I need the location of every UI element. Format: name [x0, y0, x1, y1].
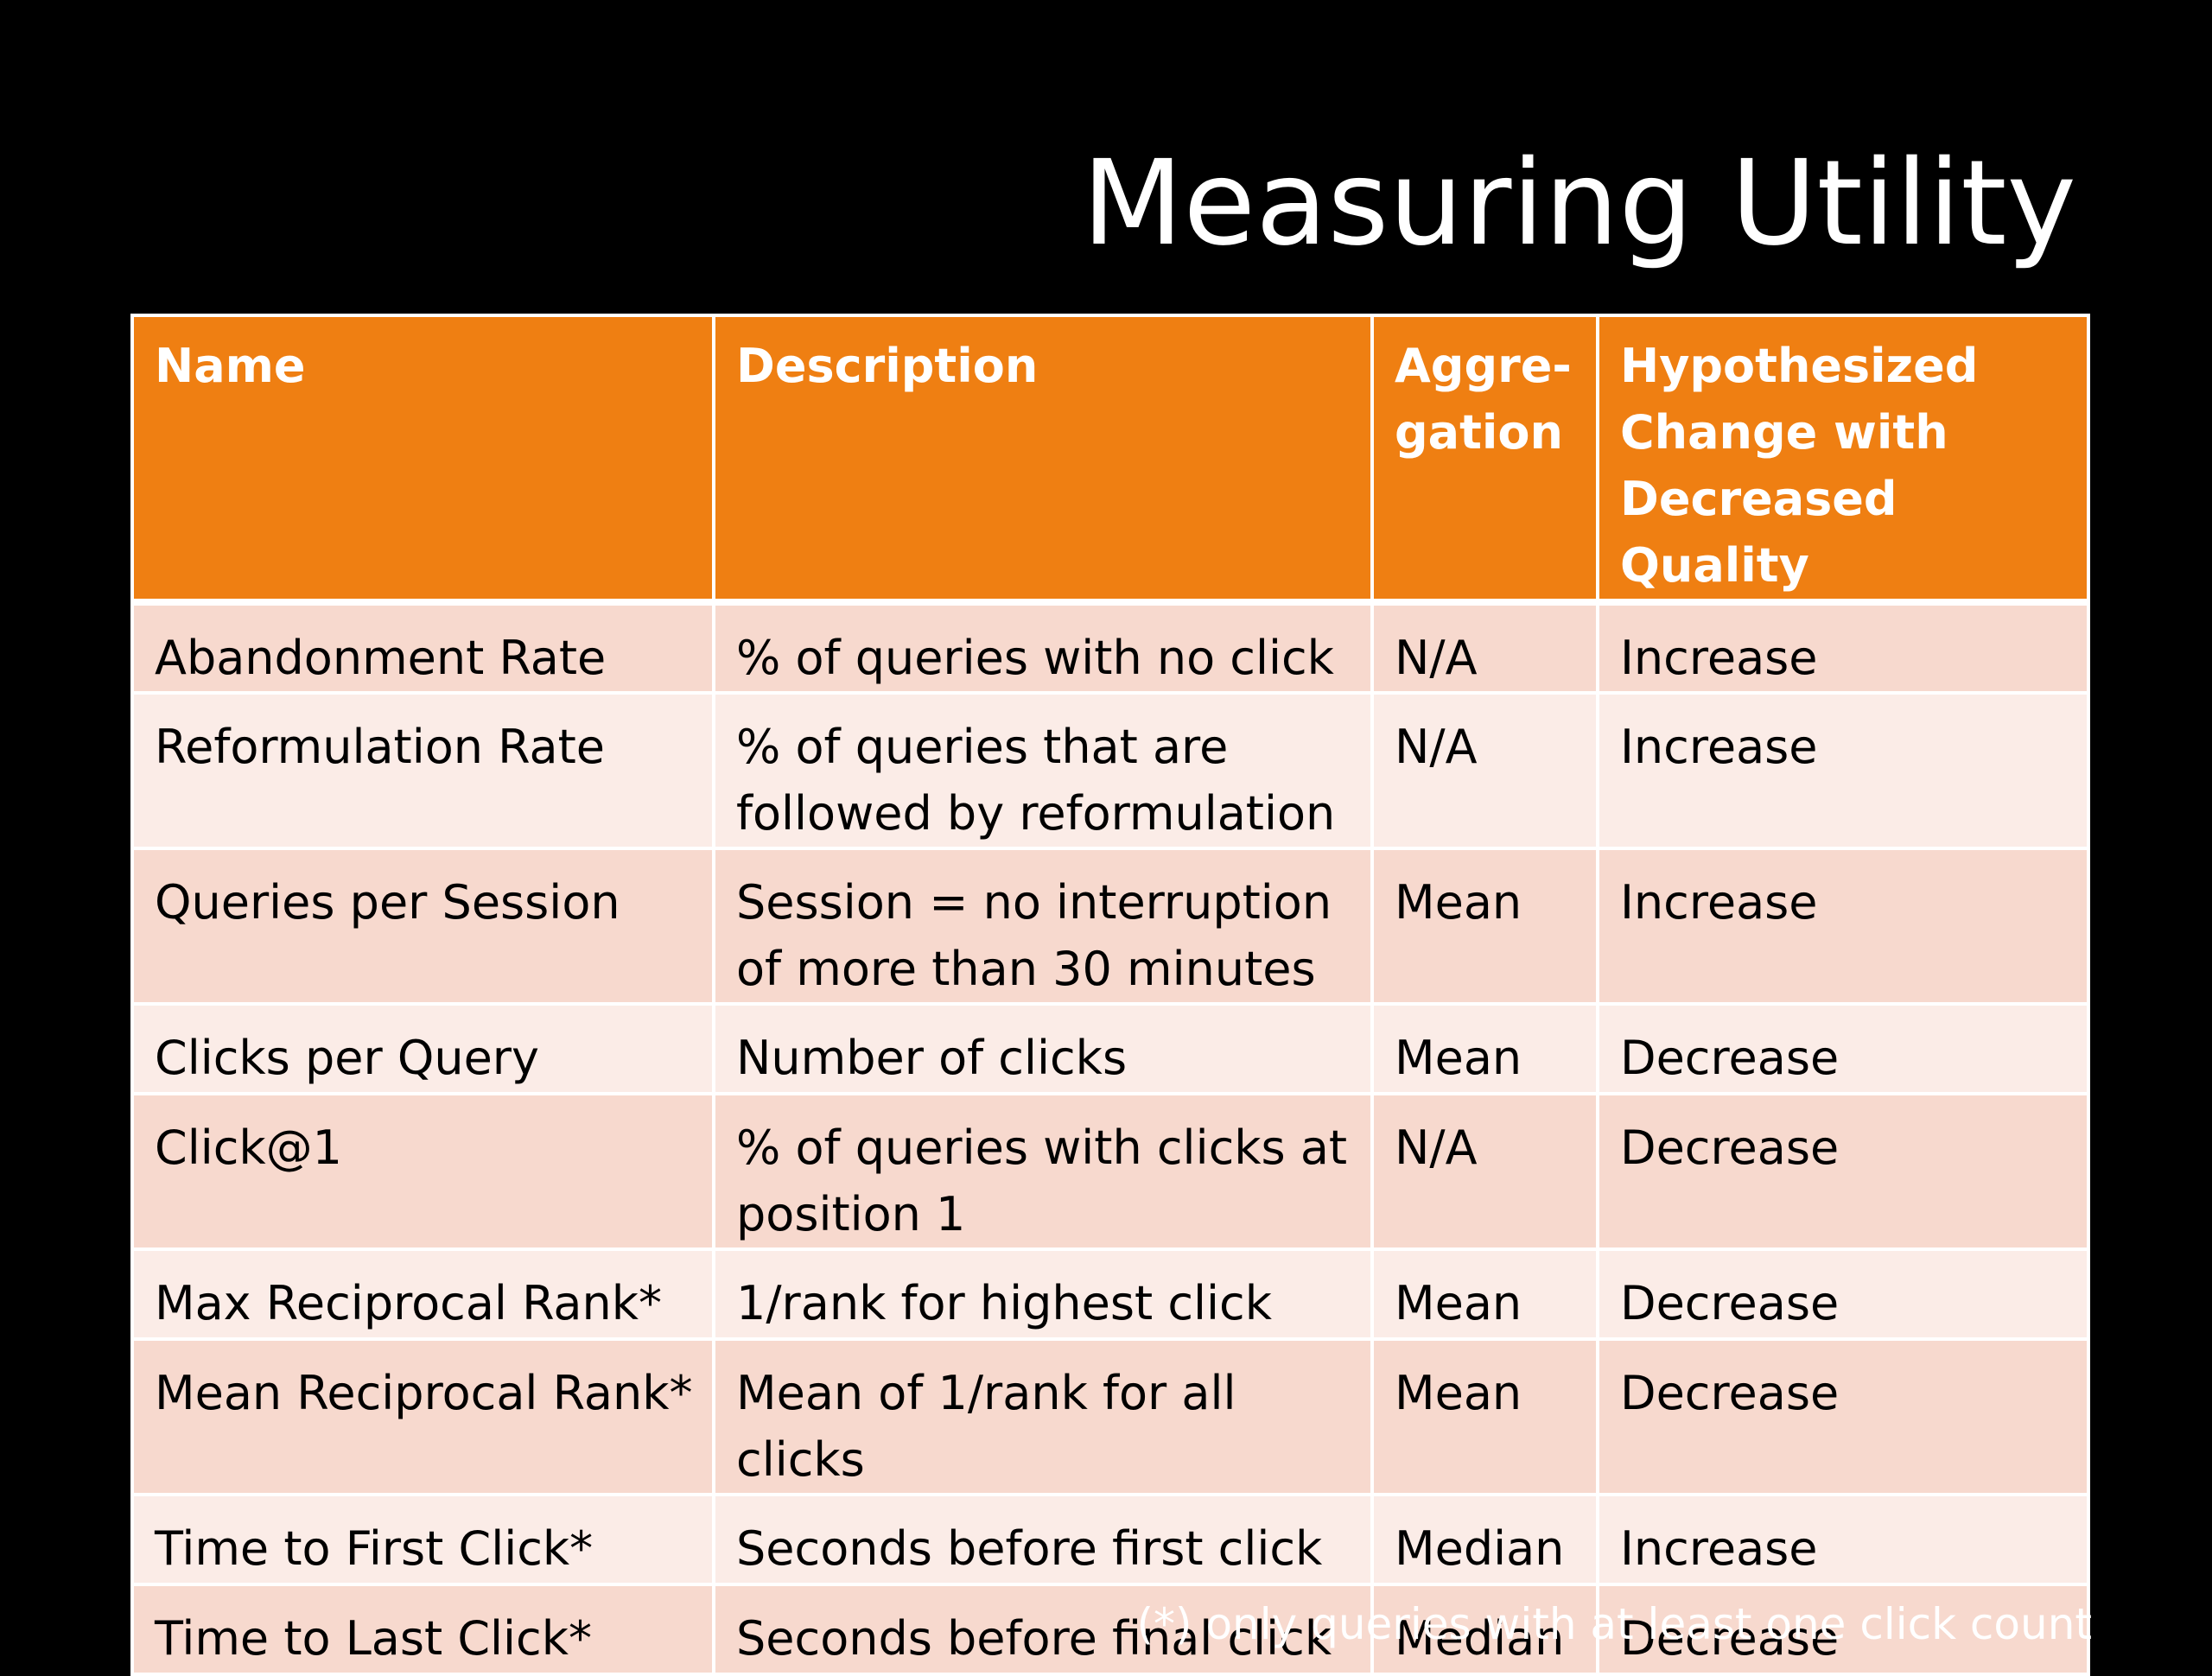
table-row: Mean Reciprocal Rank* Mean of 1/rank for… — [130, 1337, 2090, 1496]
cell-aggregation: Mean — [1370, 1247, 1599, 1341]
cell-change: Increase — [1596, 691, 2090, 850]
table-row: Max Reciprocal Rank* 1/rank for highest … — [130, 1247, 2090, 1341]
cell-description: % of queries with no click — [712, 600, 1374, 695]
table-row: Time to First Click* Seconds before firs… — [130, 1493, 2090, 1586]
cell-aggregation: N/A — [1370, 600, 1599, 695]
footnote: (*) only queries with at least one click… — [1136, 1599, 2092, 1649]
header-hypothesized-change: Hypothesized Change with Decreased Quali… — [1596, 314, 2090, 606]
cell-name: Click@1 — [130, 1092, 715, 1251]
cell-name: Reformulation Rate — [130, 691, 715, 850]
cell-name: Queries per Session — [130, 847, 715, 1006]
cell-description: Session = no interruption of more than 3… — [712, 847, 1374, 1006]
table-row: Clicks per Query Number of clicks Mean D… — [130, 1002, 2090, 1095]
cell-aggregation: Mean — [1370, 847, 1599, 1006]
cell-aggregation: N/A — [1370, 691, 1599, 850]
cell-change: Decrease — [1596, 1002, 2090, 1095]
cell-change: Increase — [1596, 1493, 2090, 1586]
cell-description: % of queries with clicks at position 1 — [712, 1092, 1374, 1251]
cell-aggregation: Median — [1370, 1493, 1599, 1586]
header-aggregation: Aggre-gation — [1370, 314, 1599, 606]
cell-change: Decrease — [1596, 1092, 2090, 1251]
cell-aggregation: Mean — [1370, 1337, 1599, 1496]
table-header-row: Name Description Aggre-gation Hypothesiz… — [130, 314, 2090, 606]
cell-change: Increase — [1596, 600, 2090, 695]
header-name: Name — [130, 314, 715, 606]
table-row: Abandonment Rate % of queries with no cl… — [130, 600, 2090, 695]
table-row: Queries per Session Session = no interru… — [130, 847, 2090, 1006]
cell-description: Seconds before first click — [712, 1493, 1374, 1586]
cell-change: Increase — [1596, 847, 2090, 1006]
cell-change: Decrease — [1596, 1247, 2090, 1341]
utility-metrics-table: Name Description Aggre-gation Hypothesiz… — [130, 314, 2090, 1676]
cell-description: Mean of 1/rank for all clicks — [712, 1337, 1374, 1496]
table-row: Click@1 % of queries with clicks at posi… — [130, 1092, 2090, 1251]
cell-name: Max Reciprocal Rank* — [130, 1247, 715, 1341]
cell-name: Mean Reciprocal Rank* — [130, 1337, 715, 1496]
cell-name: Abandonment Rate — [130, 600, 715, 695]
cell-aggregation: Mean — [1370, 1002, 1599, 1095]
table-row: Reformulation Rate % of queries that are… — [130, 691, 2090, 850]
cell-aggregation: N/A — [1370, 1092, 1599, 1251]
cell-name: Time to Last Click* — [130, 1583, 715, 1676]
cell-change: Decrease — [1596, 1337, 2090, 1496]
slide-title: Measuring Utility — [1082, 136, 2076, 272]
cell-description: Number of clicks — [712, 1002, 1374, 1095]
cell-description: % of queries that are followed by reform… — [712, 691, 1374, 850]
cell-name: Time to First Click* — [130, 1493, 715, 1586]
header-description: Description — [712, 314, 1374, 606]
cell-name: Clicks per Query — [130, 1002, 715, 1095]
cell-description: 1/rank for highest click — [712, 1247, 1374, 1341]
